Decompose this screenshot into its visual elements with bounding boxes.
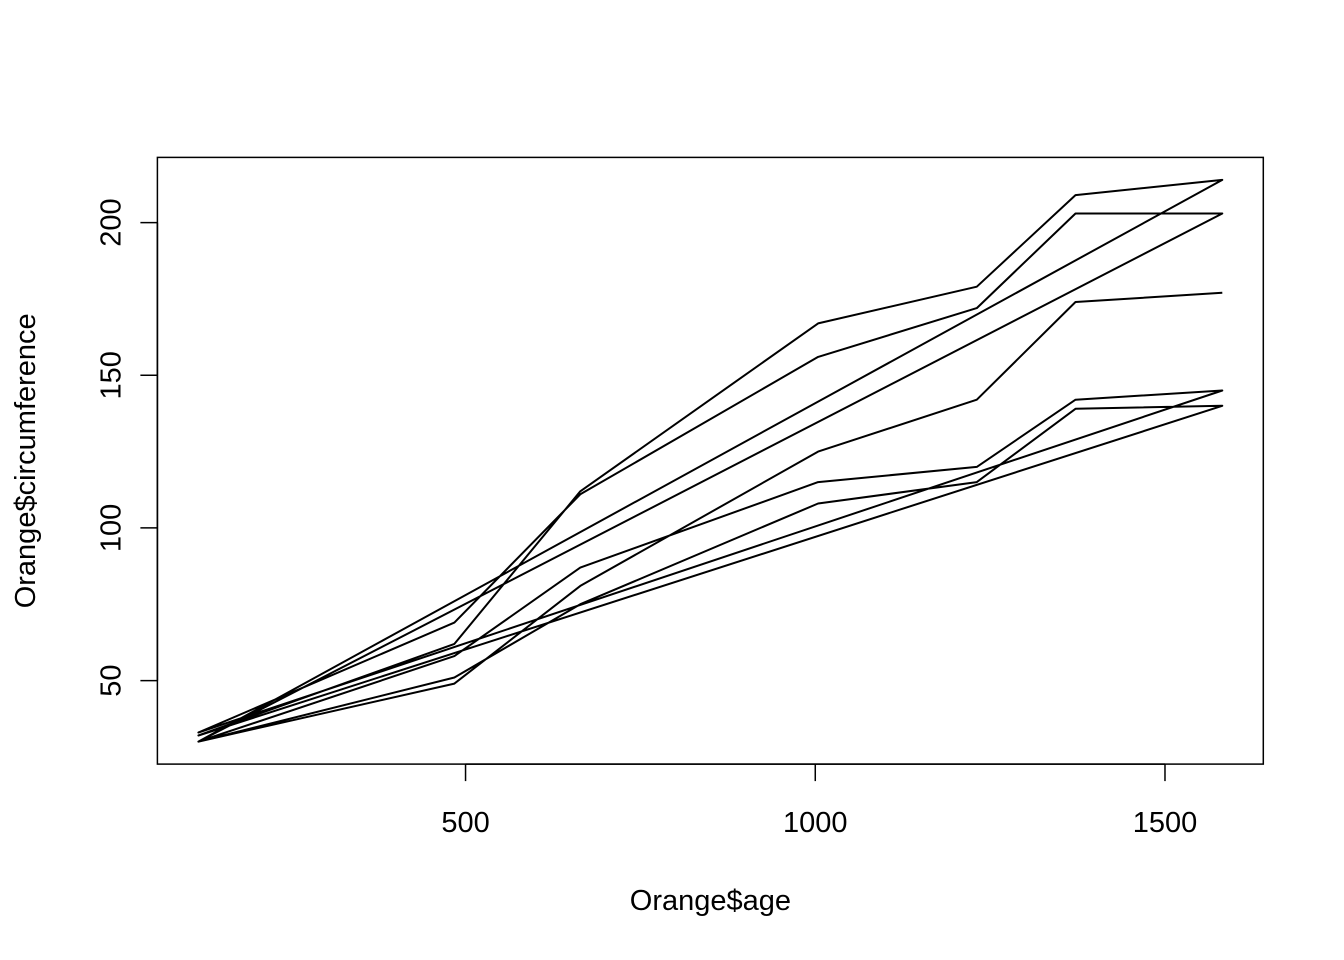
y-tick-label: 100 xyxy=(95,504,127,552)
x-tick-label: 1500 xyxy=(1133,807,1198,839)
data-lines xyxy=(197,178,1224,743)
y-axis-label: Orange$circumference xyxy=(10,313,42,608)
y-tick-label: 150 xyxy=(95,351,127,399)
x-tick-label: 1000 xyxy=(783,807,848,839)
y-axis: 50 100 150 200 xyxy=(95,198,159,697)
series-line xyxy=(197,178,1224,743)
y-tick-label: 200 xyxy=(95,198,127,246)
y-tick-label: 50 xyxy=(95,664,127,696)
x-tick-label: 500 xyxy=(441,807,489,839)
x-axis-label: Orange$age xyxy=(630,885,791,917)
x-axis: 500 1000 1500 xyxy=(441,763,1198,839)
